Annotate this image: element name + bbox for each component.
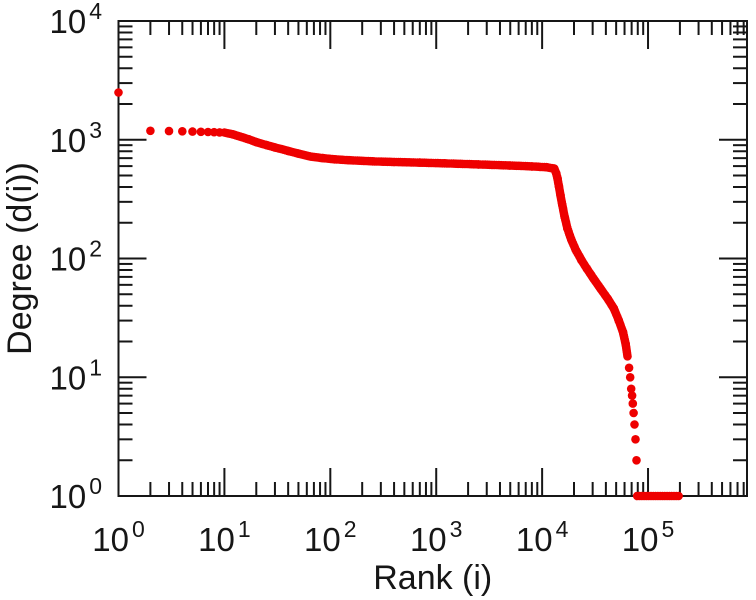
svg-text:100: 10 0 [92,516,145,558]
svg-text:101: 10 1 [198,516,251,558]
data-series [114,88,683,501]
plot-frame [117,20,748,497]
svg-text:Rank (i): Rank (i) [373,559,492,597]
svg-text:102: 10 2 [304,516,357,558]
svg-text:103: 10 3 [410,516,463,558]
svg-text:100: 10 0 [49,473,102,515]
svg-text:101: 10 1 [49,354,102,396]
x-tick-labels: 10 0 10 1 10 2 10 3 10 4 10 5 [92,516,674,558]
svg-text:105: 10 5 [622,516,675,558]
svg-text:Degree (d(i)): Degree (d(i)) [1,162,39,355]
x-axis-ticks [117,21,745,496]
y-axis-ticks [118,20,747,497]
y-axis-label: Degree (d(i)) [1,162,39,355]
svg-text:104: 10 4 [516,516,569,558]
svg-text:103: 10 3 [49,117,102,159]
x-axis-label: Rank (i) [373,559,492,597]
svg-text:104: 10 4 [49,0,102,40]
svg-text:102: 10 2 [49,236,102,278]
